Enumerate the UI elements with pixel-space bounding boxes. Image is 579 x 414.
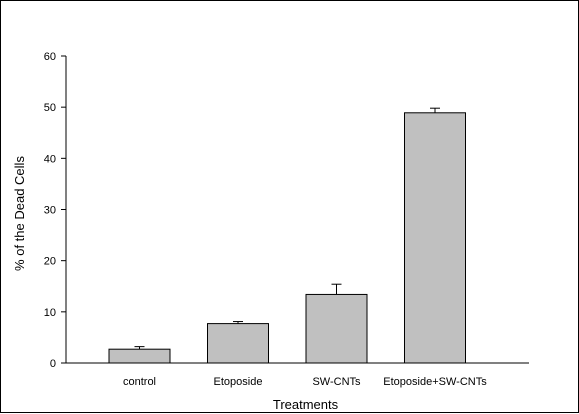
- x-tick-label: SW-CNTs: [312, 376, 361, 388]
- bars-group: [108, 112, 466, 364]
- x-ticks-group: control Etoposide SW-CNTs Etoposide+SW-CNTs: [123, 376, 487, 388]
- x-tick-label: Etoposide: [214, 376, 263, 388]
- error-bars-group: [134, 107, 440, 350]
- y-tick-label: 0: [50, 358, 56, 370]
- bar-etoposide: [207, 323, 269, 364]
- y-tick-label: 10: [44, 307, 56, 319]
- bar-sw-cnts: [305, 293, 368, 364]
- bar-etoposide-sw-cnts: [404, 112, 466, 364]
- x-tick-label: Etoposide+SW-CNTs: [383, 376, 487, 388]
- y-tick-label: 20: [44, 256, 56, 268]
- x-axis-title: Treatments: [273, 397, 339, 412]
- y-ticks-group: 0 10 20 30 40 50 60: [44, 51, 66, 370]
- bar-control: [108, 348, 171, 364]
- y-tick-label: 40: [44, 153, 56, 165]
- y-tick-label: 60: [44, 51, 56, 63]
- y-tick-label: 30: [44, 205, 56, 217]
- x-tick-label: control: [123, 376, 156, 388]
- y-tick-label: 50: [44, 102, 56, 114]
- y-axis-title: % of the Dead Cells: [12, 156, 27, 271]
